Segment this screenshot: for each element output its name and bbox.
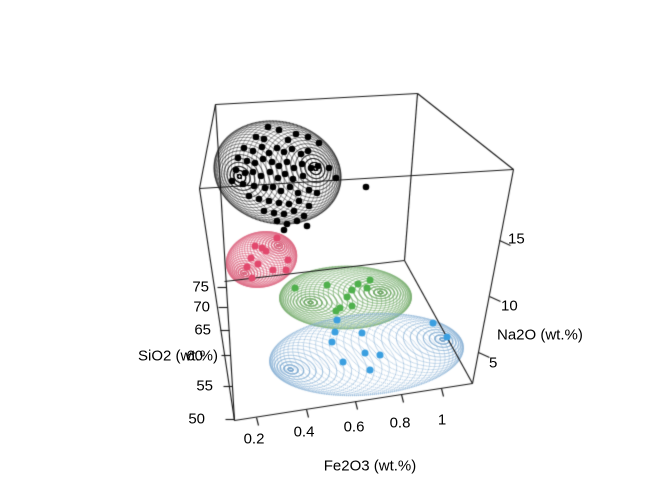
y-tick-label: 15	[508, 230, 525, 248]
y-tick-label: 5	[489, 354, 498, 372]
x-tick-label: 0.8	[389, 414, 411, 432]
z-tick-label: 60	[186, 347, 203, 365]
x-tick-label: 0.6	[343, 418, 365, 436]
y-axis-label: Na2O (wt.%)	[497, 326, 583, 344]
x-tick-label: 0.4	[293, 423, 315, 441]
z-tick-label: 55	[196, 377, 213, 395]
z-axis-label: SiO2 (wt.%)	[138, 347, 219, 365]
x-axis-label: Fe2O3 (wt.%)	[323, 457, 417, 475]
y-tick-label: 10	[501, 297, 518, 315]
z-tick-label: 75	[192, 278, 209, 296]
z-tick-label: 70	[193, 298, 210, 316]
z-tick-label: 50	[188, 410, 205, 428]
x-tick-label: 0.2	[243, 430, 265, 448]
x-tick-label: 1	[437, 411, 447, 429]
z-tick-label: 65	[194, 321, 211, 339]
